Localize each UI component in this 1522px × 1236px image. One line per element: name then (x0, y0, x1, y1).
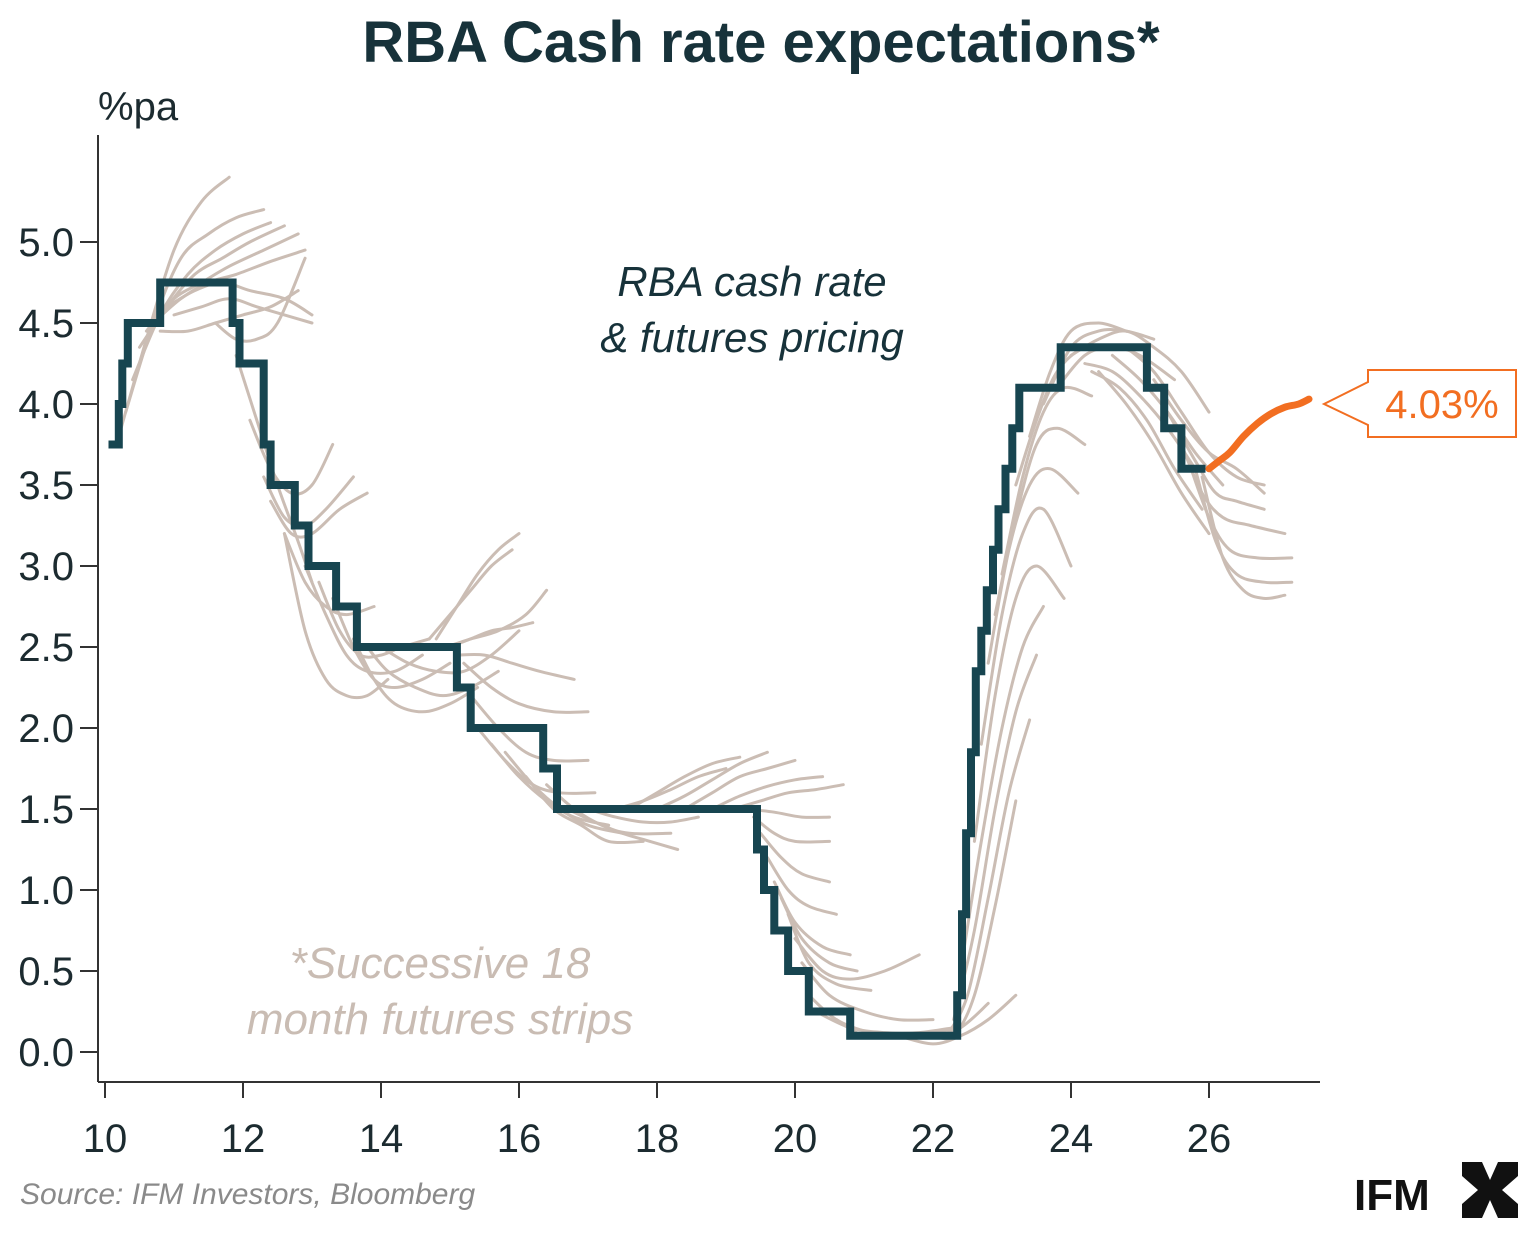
futures-strip-line (172, 297, 314, 325)
y-tick-label: 0.0 (18, 1031, 74, 1075)
callout: 4.03% (1321, 369, 1517, 438)
futures-strip-line (427, 548, 514, 641)
futures-strip-line (1097, 370, 1211, 536)
futures-strip-line (469, 694, 590, 763)
ifm-logo: IFM (1354, 1162, 1518, 1220)
futures-strip-line (213, 256, 307, 343)
y-tick-label: 1.5 (18, 788, 74, 832)
futures-strip-line (455, 652, 576, 681)
futures-strip-line (1090, 370, 1204, 511)
y-ticks: 0.0 0.5 1.0 1.5 2.0 2.5 3.0 3.5 4.0 4.5 5.0 (18, 221, 98, 1075)
futures-strip-line (710, 775, 825, 811)
y-tick-label: 4.5 (18, 302, 74, 346)
x-tick-label: 18 (635, 1117, 680, 1161)
y-tick-label: 1.0 (18, 869, 74, 913)
y-tick-label: 5.0 (18, 221, 74, 265)
x-tick-label: 24 (1049, 1117, 1094, 1161)
futures-strip-line (765, 856, 838, 916)
futures-strip-line (752, 815, 831, 844)
futures-strip-line (462, 661, 590, 714)
futures-strips (117, 175, 1294, 1046)
futures-strip-line (952, 653, 1038, 1022)
futures-strip-line (1083, 362, 1197, 471)
futures-strip-line (303, 564, 424, 675)
futures-strip-line (586, 807, 700, 825)
axes (97, 135, 1320, 1083)
futures-strip-line (655, 750, 769, 811)
callout-box (1321, 369, 1517, 438)
futures-strip-line (786, 912, 873, 992)
futures-strip-line (565, 807, 680, 851)
callout-label: 4.03% (1385, 383, 1498, 427)
futures-strip-line (759, 831, 831, 884)
futures-strip-line (351, 637, 480, 714)
x-tick-label: 22 (911, 1117, 956, 1161)
futures-strip-line (144, 232, 300, 333)
y-tick-label: 0.5 (18, 950, 74, 994)
y-tick-label: 3.5 (18, 464, 74, 508)
x-tick-label: 20 (773, 1117, 818, 1161)
futures-strip-line (979, 506, 1073, 746)
futures-strip-line (1000, 385, 1094, 576)
futures-strip-line (614, 767, 728, 811)
logo-text: IFM (1354, 1171, 1430, 1220)
current-futures-line (1205, 395, 1313, 473)
futures-strip-line (1069, 329, 1211, 414)
futures-strip-line (379, 629, 521, 675)
x-ticks: 10 12 14 16 18 20 22 24 26 (83, 1082, 1232, 1161)
futures-strip-line (1152, 378, 1266, 495)
chart-title: RBA Cash rate expectations* (362, 10, 1160, 75)
footnote: *Successive 18 month futures strips (247, 939, 633, 1044)
y-tick-label: 2.0 (18, 707, 74, 751)
futures-strip-line (448, 621, 535, 649)
futures-strip-line (434, 532, 521, 641)
futures-strip-line (282, 532, 390, 700)
futures-strip-line (1200, 475, 1287, 601)
y-tick-label: 4.0 (18, 383, 74, 427)
futures-strip-line (1028, 321, 1128, 438)
source-note: Source: IFM Investors, Bloomberg (20, 1178, 475, 1211)
cash-rate-step-line (108, 278, 1206, 1040)
ifm-bowtie-icon (1462, 1162, 1518, 1218)
futures-strip-line (1193, 467, 1294, 585)
series-annotation: RBA cash rate & futures pricing (600, 258, 903, 361)
futures-strip-line (524, 775, 645, 845)
futures-strip-line (793, 937, 921, 981)
futures-strip-line (959, 605, 1045, 973)
x-tick-label: 10 (83, 1117, 128, 1161)
futures-strip-line (627, 755, 742, 811)
futures-strip-line (972, 564, 1066, 843)
futures-strip-line (331, 596, 452, 690)
x-tick-label: 26 (1187, 1117, 1232, 1161)
y-tick-label: 3.0 (18, 545, 74, 589)
y-axis-label: %pa (98, 85, 179, 129)
futures-strip-line (945, 718, 1032, 1038)
y-tick-label: 2.5 (18, 626, 74, 670)
futures-strip-line (117, 175, 231, 438)
x-tick-label: 14 (359, 1117, 404, 1161)
futures-strip-line (683, 758, 797, 811)
futures-strip-line (1124, 345, 1266, 487)
x-tick-label: 16 (497, 1117, 542, 1161)
futures-strip-line (800, 961, 935, 1022)
futures-strip-line (1166, 410, 1266, 511)
futures-strip-line (731, 783, 845, 811)
x-tick-label: 12 (221, 1117, 266, 1161)
futures-strip-line (131, 221, 273, 382)
